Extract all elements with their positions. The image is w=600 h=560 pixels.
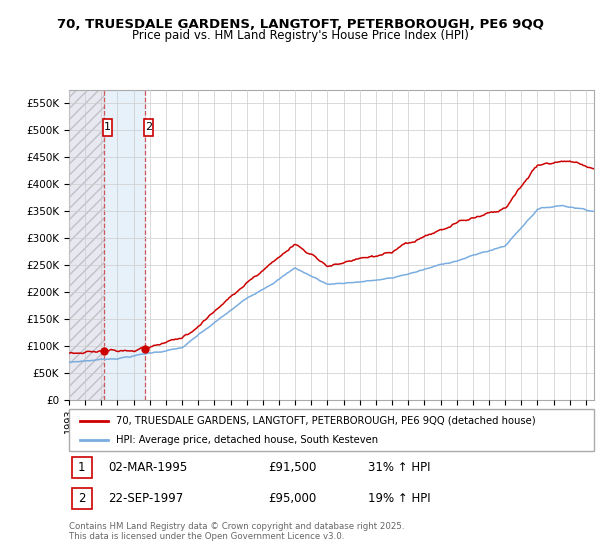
Text: 22-SEP-1997: 22-SEP-1997 bbox=[109, 492, 184, 505]
Text: £95,000: £95,000 bbox=[269, 492, 317, 505]
Text: Price paid vs. HM Land Registry's House Price Index (HPI): Price paid vs. HM Land Registry's House … bbox=[131, 29, 469, 42]
Bar bbox=[69, 90, 104, 400]
Bar bbox=[145, 119, 154, 136]
Text: 19% ↑ HPI: 19% ↑ HPI bbox=[368, 492, 431, 505]
Bar bbox=[71, 488, 92, 509]
Text: 1: 1 bbox=[78, 461, 85, 474]
Text: 2: 2 bbox=[145, 123, 152, 132]
Bar bbox=[69, 90, 104, 400]
Bar bbox=[71, 458, 92, 478]
Text: 70, TRUESDALE GARDENS, LANGTOFT, PETERBOROUGH, PE6 9QQ (detached house): 70, TRUESDALE GARDENS, LANGTOFT, PETERBO… bbox=[116, 416, 536, 426]
Text: 70, TRUESDALE GARDENS, LANGTOFT, PETERBOROUGH, PE6 9QQ: 70, TRUESDALE GARDENS, LANGTOFT, PETERBO… bbox=[56, 18, 544, 31]
Text: 31% ↑ HPI: 31% ↑ HPI bbox=[368, 461, 431, 474]
Text: 02-MAR-1995: 02-MAR-1995 bbox=[109, 461, 188, 474]
Bar bbox=[103, 119, 112, 136]
Text: HPI: Average price, detached house, South Kesteven: HPI: Average price, detached house, Sout… bbox=[116, 435, 379, 445]
Text: Contains HM Land Registry data © Crown copyright and database right 2025.
This d: Contains HM Land Registry data © Crown c… bbox=[69, 522, 404, 542]
Bar bbox=[104, 90, 145, 400]
Text: 1: 1 bbox=[104, 123, 111, 132]
Text: £91,500: £91,500 bbox=[269, 461, 317, 474]
Text: 2: 2 bbox=[78, 492, 85, 505]
